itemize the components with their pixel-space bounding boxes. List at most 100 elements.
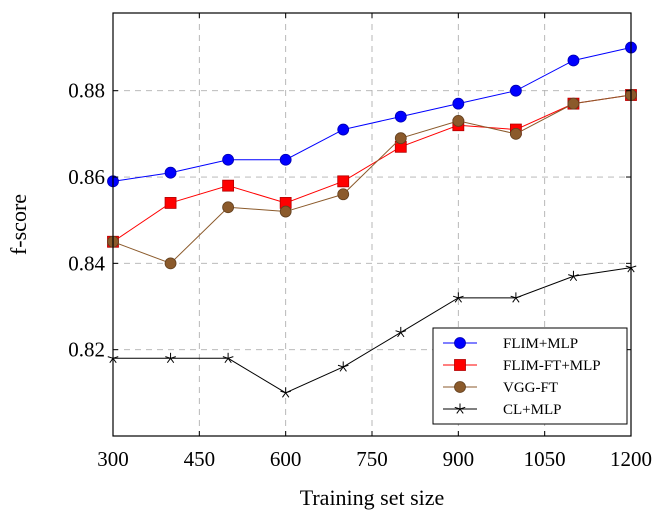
data-point bbox=[394, 132, 407, 145]
data-point bbox=[452, 115, 465, 127]
data-point bbox=[165, 352, 176, 364]
star-arm bbox=[227, 356, 234, 359]
star-arm bbox=[510, 295, 517, 299]
x-axis-title: Training set size bbox=[300, 485, 445, 510]
star-arm bbox=[224, 358, 229, 364]
star-arm bbox=[625, 265, 632, 269]
legend-label: FLIM-FT+MLP bbox=[503, 358, 601, 374]
data-point bbox=[568, 270, 579, 282]
data-point bbox=[222, 153, 235, 166]
y-tick-label: 0.84 bbox=[68, 251, 105, 275]
star-arm bbox=[630, 265, 637, 269]
data-point bbox=[280, 387, 292, 398]
legend-entry: FLIM+MLP bbox=[443, 336, 578, 352]
star-arm bbox=[458, 295, 464, 299]
legend-entry: FLIM-FT+MLP bbox=[443, 358, 601, 374]
data-point bbox=[452, 292, 464, 303]
legend-marker bbox=[454, 359, 466, 371]
data-point bbox=[279, 205, 292, 218]
star-arm bbox=[452, 295, 459, 299]
legend-marker bbox=[454, 381, 466, 393]
y-tick-label: 0.88 bbox=[68, 79, 105, 103]
data-point bbox=[337, 361, 349, 372]
x-tick-label: 450 bbox=[184, 447, 216, 471]
legend-entry: CL+MLP bbox=[443, 402, 561, 418]
x-tick-label: 600 bbox=[270, 447, 302, 471]
data-point bbox=[567, 97, 580, 110]
legend-label: CL+MLP bbox=[503, 402, 561, 418]
star-arm bbox=[569, 276, 574, 282]
star-arm bbox=[454, 406, 461, 410]
data-point bbox=[164, 257, 177, 270]
data-point bbox=[222, 201, 235, 214]
series-line bbox=[112, 94, 632, 243]
series-line bbox=[113, 267, 632, 394]
x-tick-label: 1050 bbox=[524, 447, 566, 471]
data-point bbox=[395, 326, 407, 338]
star-arm bbox=[170, 358, 175, 364]
star-arm bbox=[227, 358, 232, 364]
legend-entry: VGG-FT bbox=[443, 380, 558, 396]
star-arm bbox=[280, 390, 286, 394]
data-point bbox=[452, 97, 465, 110]
data-point bbox=[510, 292, 522, 303]
star-arm bbox=[400, 330, 407, 333]
series-vgg-ft bbox=[107, 89, 637, 270]
star-arm bbox=[339, 366, 344, 372]
star-arm bbox=[166, 358, 171, 364]
star-arm bbox=[282, 392, 287, 398]
data-point bbox=[279, 153, 292, 166]
star-arm bbox=[573, 274, 579, 277]
data-point bbox=[222, 352, 234, 364]
star-arm bbox=[343, 364, 349, 368]
star-arm bbox=[170, 356, 176, 359]
star-arm bbox=[107, 356, 114, 359]
star-arm bbox=[459, 406, 466, 410]
star-arm bbox=[397, 332, 402, 338]
star-arm bbox=[337, 364, 344, 368]
star-arm bbox=[342, 366, 347, 372]
star-arm bbox=[112, 356, 119, 359]
star-arm bbox=[459, 408, 464, 414]
data-point bbox=[164, 166, 177, 179]
y-tick-label: 0.86 bbox=[68, 165, 105, 189]
legend-label: FLIM+MLP bbox=[503, 336, 578, 352]
star-arm bbox=[285, 390, 292, 394]
data-point bbox=[509, 84, 522, 97]
star-arm bbox=[512, 297, 517, 303]
data-point bbox=[164, 197, 177, 209]
data-point bbox=[509, 127, 522, 140]
legend-label: VGG-FT bbox=[503, 380, 558, 396]
legend-marker bbox=[454, 403, 466, 414]
star-arm bbox=[222, 356, 229, 359]
ticks: 300 450 600 750 900 1050 1200 0.82 0.84 0.86 0.88 bbox=[68, 13, 652, 471]
star-arm bbox=[454, 297, 459, 303]
star-arm bbox=[515, 297, 520, 303]
star-arm bbox=[515, 295, 522, 299]
data-point bbox=[337, 123, 350, 136]
y-axis-title: f-score bbox=[6, 194, 31, 255]
star-arm bbox=[456, 408, 461, 414]
data-point bbox=[222, 179, 235, 192]
x-tick-label: 750 bbox=[356, 447, 388, 471]
x-tick-label: 900 bbox=[443, 447, 475, 471]
y-tick-label: 0.82 bbox=[68, 338, 105, 362]
star-arm bbox=[457, 297, 462, 303]
star-arm bbox=[395, 330, 401, 333]
series-line bbox=[112, 47, 632, 182]
data-point bbox=[394, 110, 407, 123]
star-arm bbox=[285, 392, 290, 398]
star-arm bbox=[568, 274, 574, 277]
series-layer bbox=[107, 41, 637, 398]
x-tick-label: 300 bbox=[97, 447, 129, 471]
legend-marker bbox=[454, 337, 466, 349]
star-arm bbox=[165, 356, 171, 359]
star-arm bbox=[573, 276, 578, 282]
data-point bbox=[567, 54, 580, 67]
data-point bbox=[337, 188, 350, 201]
x-tick-label: 1200 bbox=[610, 447, 652, 471]
star-arm bbox=[400, 332, 405, 338]
legend: FLIM+MLP FLIM-FT+MLP VGG-FT CL+MLP bbox=[432, 327, 628, 425]
data-point bbox=[337, 175, 350, 188]
